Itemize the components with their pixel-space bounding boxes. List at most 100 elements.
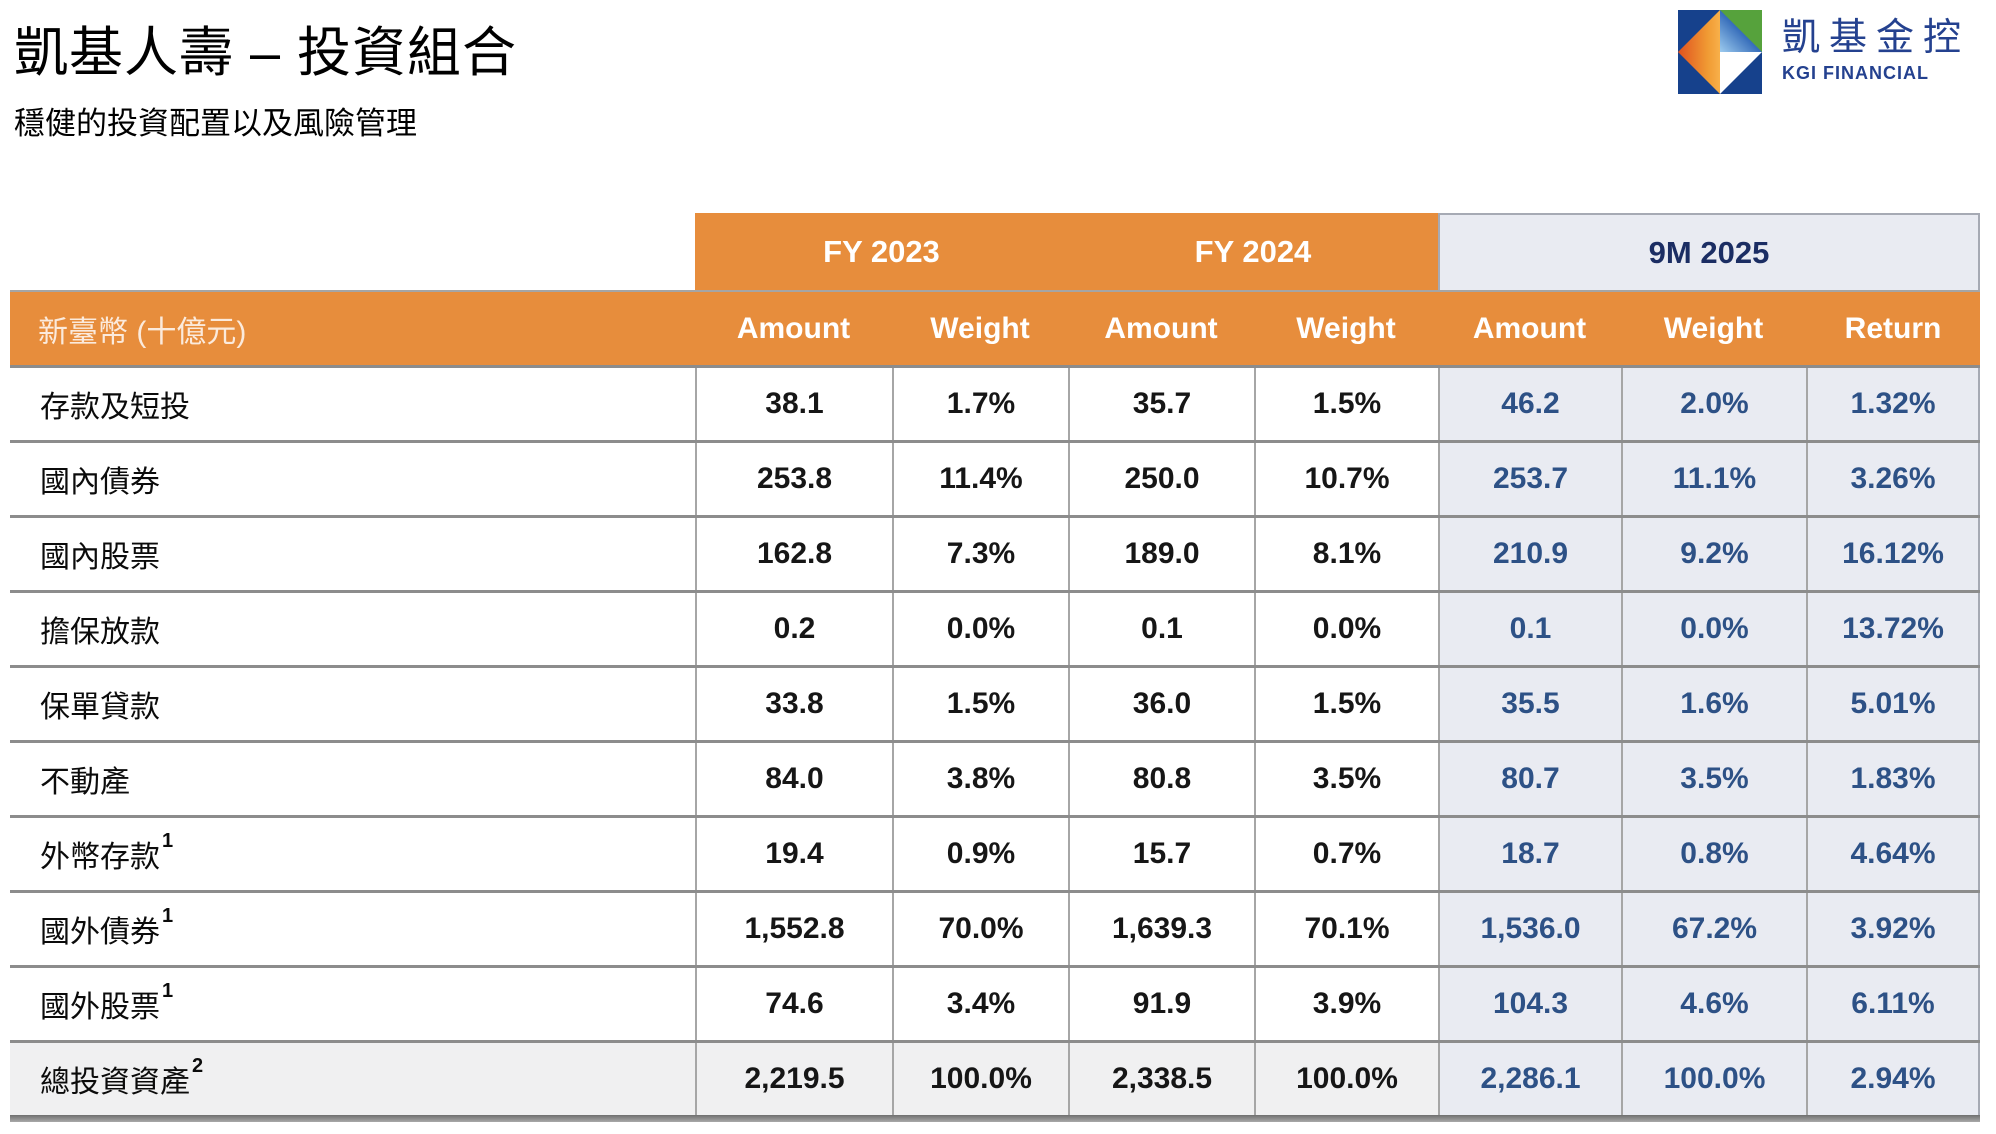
cell-9m2025-weight: 1.6% (1621, 668, 1806, 740)
row-label: 國外債券 1 (40, 904, 174, 950)
page-title: 凱基人壽 – 投資組合 (14, 23, 518, 83)
col-header-9m2025-return: Return (1844, 311, 1942, 345)
col-header-fy2023-amount: Amount (736, 311, 851, 345)
cell-fy2023-amount: 74.6 (695, 968, 892, 1040)
cell-fy2024-weight: 1.5% (1254, 668, 1438, 740)
brand-name-en: KGI FINANCIAL (1782, 62, 1929, 83)
cell-fy2024-weight: 10.7% (1254, 443, 1438, 515)
cell-fy2023-amount: 1,552.8 (695, 893, 892, 965)
row-label: 保單貸款 (40, 691, 160, 724)
cell-fy2023-amount: 0.2 (695, 593, 892, 665)
table-body: 存款及短投 38.1 1.7% 35.7 1.5% 46.2 2.0% 1.32… (10, 365, 1980, 1115)
cell-fy2023-weight: 7.3% (892, 518, 1068, 590)
table-row: 擔保放款 0.2 0.0% 0.1 0.0% 0.1 0.0% 13.72% (10, 590, 1980, 665)
cell-fy2024-weight: 70.1% (1254, 893, 1438, 965)
cell-fy2024-weight: 1.5% (1254, 368, 1438, 440)
cell-fy2023-amount: 162.8 (695, 518, 892, 590)
col-header-9m2025-weight: Weight (1663, 311, 1764, 345)
cell-fy2023-weight: 3.8% (892, 743, 1068, 815)
row-label: 存款及短投 (40, 391, 190, 424)
unit-label: 新臺幣 (十億元) (38, 315, 247, 349)
period-header-band: FY 2023 FY 2024 9M 2025 (10, 213, 1980, 290)
cell-9m2025-amount: 253.7 (1438, 443, 1621, 515)
table-row: 國外股票 1 74.6 3.4% 91.9 3.9% 104.3 4.6% 6.1… (10, 965, 1980, 1040)
cell-fy2024-weight: 8.1% (1254, 518, 1438, 590)
table-row: 存款及短投 38.1 1.7% 35.7 1.5% 46.2 2.0% 1.32… (10, 365, 1980, 440)
footnote-superscript: 2 (192, 1054, 204, 1077)
cell-9m2025-weight: 2.0% (1621, 368, 1806, 440)
cell-9m2025-amount: 0.1 (1438, 593, 1621, 665)
cell-fy2023-amount: 33.8 (695, 668, 892, 740)
table-row: 外幣存款 1 19.4 0.9% 15.7 0.7% 18.7 0.8% 4.64… (10, 815, 1980, 890)
cell-fy2023-weight: 1.5% (892, 668, 1068, 740)
row-label: 擔保放款 (40, 616, 160, 649)
table-row: 保單貸款 33.8 1.5% 36.0 1.5% 35.5 1.6% 5.01% (10, 665, 1980, 740)
col-header-fy2023-weight: Weight (930, 311, 1030, 345)
cell-9m2025-return: 6.11% (1806, 968, 1980, 1040)
cell-9m2025-amount: 46.2 (1438, 368, 1621, 440)
cell-fy2024-amount: 2,338.5 (1068, 1043, 1254, 1115)
cell-9m2025-amount: 210.9 (1438, 518, 1621, 590)
kgi-logo-icon (1678, 10, 1762, 94)
row-label: 外幣存款 1 (40, 829, 174, 875)
cell-9m2025-return: 13.72% (1806, 593, 1980, 665)
cell-fy2023-amount: 2,219.5 (695, 1043, 892, 1115)
footnote-superscript: 1 (162, 904, 174, 927)
cell-9m2025-weight: 100.0% (1621, 1043, 1806, 1115)
table-row: 總投資資產 2 2,219.5 100.0% 2,338.5 100.0% 2,2… (10, 1040, 1980, 1115)
footnote-superscript: 1 (162, 829, 174, 852)
cell-9m2025-weight: 3.5% (1621, 743, 1806, 815)
cell-fy2024-weight: 0.0% (1254, 593, 1438, 665)
brand-name-zh: 凱基金控 (1782, 17, 1971, 59)
cell-fy2023-weight: 70.0% (892, 893, 1068, 965)
cell-9m2025-amount: 35.5 (1438, 668, 1621, 740)
cell-9m2025-weight: 67.2% (1621, 893, 1806, 965)
cell-fy2024-amount: 36.0 (1068, 668, 1254, 740)
row-label: 國外股票 1 (40, 979, 174, 1025)
row-label: 國內股票 (40, 541, 160, 574)
cell-fy2023-amount: 38.1 (695, 368, 892, 440)
cell-fy2024-amount: 0.1 (1068, 593, 1254, 665)
cell-9m2025-return: 2.94% (1806, 1043, 1980, 1115)
cell-fy2023-amount: 19.4 (695, 818, 892, 890)
table-row: 國內股票 162.8 7.3% 189.0 8.1% 210.9 9.2% 16… (10, 515, 1980, 590)
cell-fy2024-weight: 3.5% (1254, 743, 1438, 815)
cell-fy2023-amount: 253.8 (695, 443, 892, 515)
cell-9m2025-amount: 1,536.0 (1438, 893, 1621, 965)
brand-logo: 凱基金控 KGI FINANCIAL (1678, 10, 1970, 94)
cell-fy2024-amount: 35.7 (1068, 368, 1254, 440)
cell-9m2025-return: 1.32% (1806, 368, 1980, 440)
cell-9m2025-amount: 18.7 (1438, 818, 1621, 890)
cell-fy2024-amount: 1,639.3 (1068, 893, 1254, 965)
cell-fy2023-amount: 84.0 (695, 743, 892, 815)
row-label: 國內債券 (40, 466, 160, 499)
period-header-fy2023: FY 2023 (695, 213, 1068, 290)
cell-fy2023-weight: 1.7% (892, 368, 1068, 440)
table-row: 國外債券 1 1,552.8 70.0% 1,639.3 70.1% 1,536.… (10, 890, 1980, 965)
cell-9m2025-return: 3.92% (1806, 893, 1980, 965)
cell-fy2024-amount: 15.7 (1068, 818, 1254, 890)
col-header-fy2024-weight: Weight (1296, 311, 1396, 345)
table-row: 不動產 84.0 3.8% 80.8 3.5% 80.7 3.5% 1.83% (10, 740, 1980, 815)
cell-9m2025-weight: 0.0% (1621, 593, 1806, 665)
cell-9m2025-amount: 80.7 (1438, 743, 1621, 815)
cell-9m2025-weight: 11.1% (1621, 443, 1806, 515)
page-subtitle: 穩健的投資配置以及風險管理 (14, 106, 417, 141)
row-label: 總投資資產 2 (40, 1054, 204, 1100)
col-header-9m2025-amount: Amount (1472, 311, 1587, 345)
cell-fy2023-weight: 0.0% (892, 593, 1068, 665)
cell-fy2024-amount: 80.8 (1068, 743, 1254, 815)
cell-fy2024-weight: 0.7% (1254, 818, 1438, 890)
cell-9m2025-return: 4.64% (1806, 818, 1980, 890)
cell-fy2024-amount: 189.0 (1068, 518, 1254, 590)
cell-9m2025-weight: 0.8% (1621, 818, 1806, 890)
brand-text: 凱基金控 KGI FINANCIAL (1782, 10, 1970, 84)
table-row: 國內債券 253.8 11.4% 250.0 10.7% 253.7 11.1%… (10, 440, 1980, 515)
period-header-spacer (10, 213, 695, 290)
cell-9m2025-return: 5.01% (1806, 668, 1980, 740)
cell-fy2024-amount: 91.9 (1068, 968, 1254, 1040)
cell-9m2025-amount: 2,286.1 (1438, 1043, 1621, 1115)
period-header-fy2024: FY 2024 (1068, 213, 1438, 290)
investment-portfolio-table: FY 2023 FY 2024 9M 2025 新臺幣 (十億元) Amount… (10, 213, 1980, 1122)
